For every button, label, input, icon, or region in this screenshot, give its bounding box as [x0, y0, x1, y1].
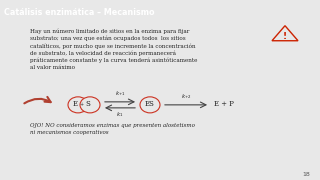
Text: Hay un número limitado de sitios en la enzima para fijar
substrato; una vez que : Hay un número limitado de sitios en la e…	[30, 29, 197, 70]
Ellipse shape	[140, 97, 160, 113]
Text: S: S	[85, 100, 91, 108]
Ellipse shape	[68, 97, 88, 113]
Text: Catálisis enzimática – Mecanismo: Catálisis enzimática – Mecanismo	[4, 8, 154, 17]
Text: $k_{+1}$: $k_{+1}$	[115, 89, 125, 98]
Text: ES: ES	[145, 100, 155, 108]
Text: OJO! NO consideramos enzimas que presenten alostetismo
ni mecanismos cooperativo: OJO! NO consideramos enzimas que present…	[30, 123, 195, 135]
Text: 18: 18	[302, 172, 310, 177]
Ellipse shape	[80, 97, 100, 113]
Text: !: !	[283, 32, 287, 41]
Text: $k_{1}$: $k_{1}$	[116, 110, 124, 119]
Text: $k_{+2}$: $k_{+2}$	[181, 92, 191, 101]
Text: +: +	[79, 102, 84, 107]
Text: E: E	[73, 100, 77, 108]
Polygon shape	[272, 26, 298, 41]
Text: E + P: E + P	[214, 100, 234, 108]
